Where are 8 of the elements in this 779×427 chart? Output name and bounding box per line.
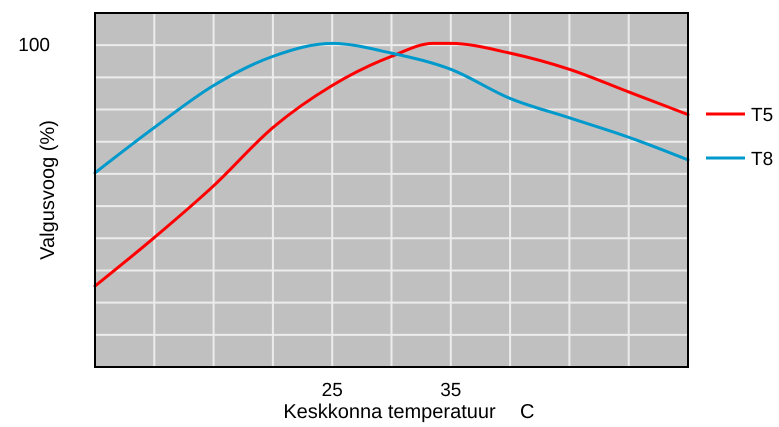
x-tick-label: 25 <box>322 380 343 401</box>
legend-label: T8 <box>751 149 774 170</box>
x-axis-title: Keskkonna temperatuur <box>283 401 496 423</box>
x-tick-label: 35 <box>440 380 462 401</box>
legend-label: T5 <box>751 105 774 126</box>
y-axis-title: Valgusvoog (%) <box>37 120 59 260</box>
text: 100 <box>18 35 50 56</box>
text: C <box>520 401 534 423</box>
